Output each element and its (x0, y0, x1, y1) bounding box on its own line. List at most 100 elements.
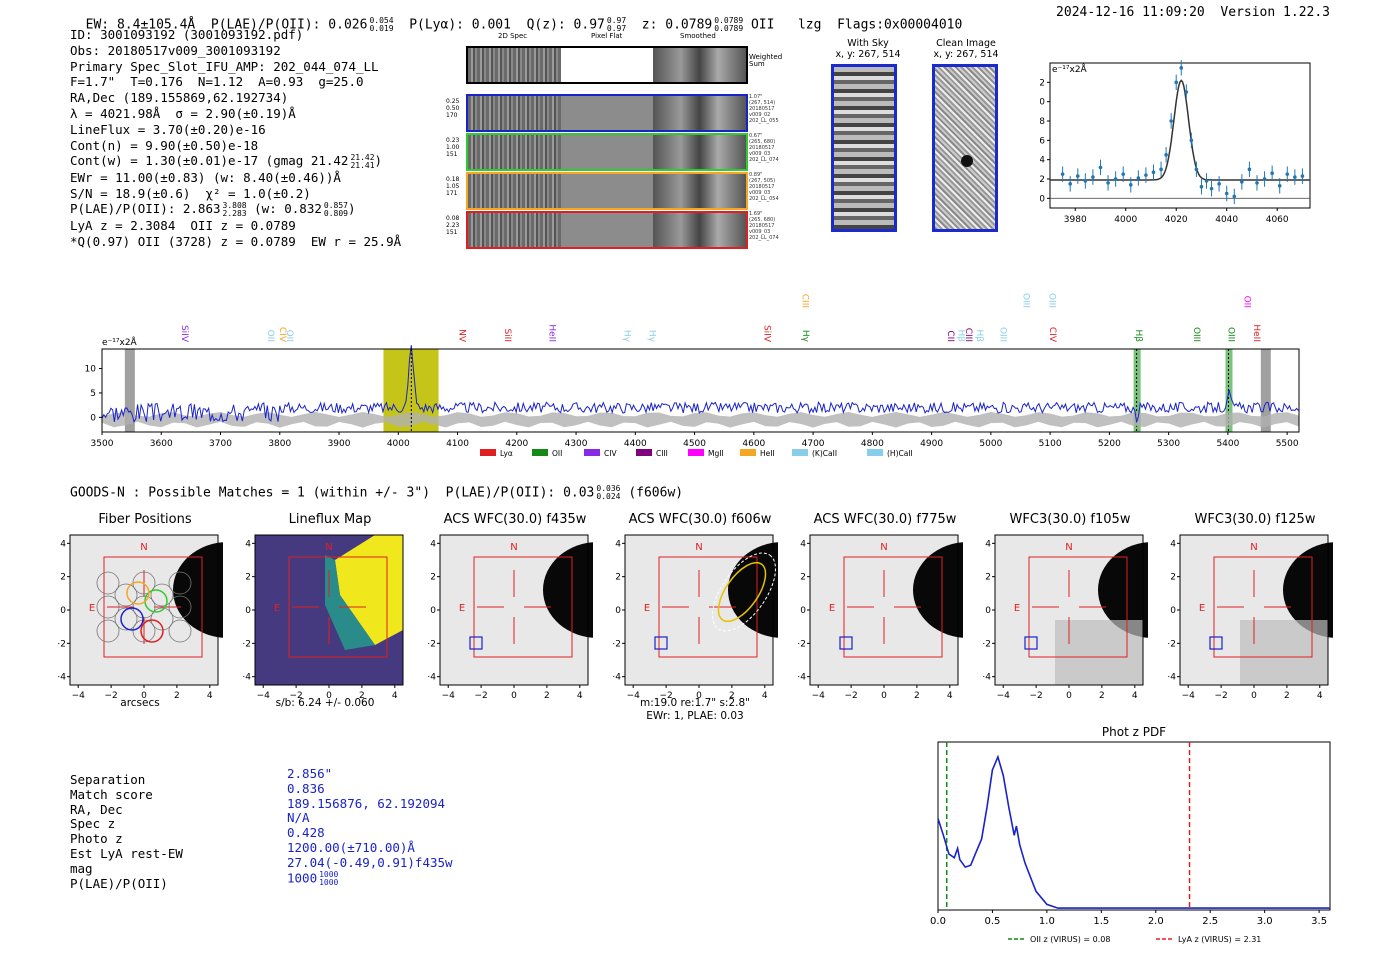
info-plae-w-sup: 0.857 (323, 200, 348, 210)
fit-data-point (1232, 194, 1237, 199)
image-ytick-label: 4 (800, 539, 806, 549)
spec-row-right-label: 1.07" (267, 514) 20180517 v009_02 202_LL… (749, 94, 779, 124)
with-sky-xy: x, y: 267, 514 (835, 49, 901, 60)
legend-label: MgII (708, 449, 724, 458)
info-params: F=1.7" T=0.176 N=1.12 A=0.93 g=25.0 (70, 74, 364, 90)
match-label: Spec z (70, 816, 116, 832)
fit-gaussian-line (1050, 79, 1310, 181)
image-ytick-label: 0 (430, 606, 436, 616)
pdf-xtick-label: 0.5 (984, 916, 1000, 927)
image-title: ACS WFC(30.0) f435w (443, 512, 587, 527)
fit-data-point (1159, 167, 1163, 172)
fit-data-point (1169, 119, 1173, 123)
fit-plot-frame (1049, 62, 1311, 209)
fit-data-point (1151, 170, 1156, 175)
image-title: Fiber Positions (98, 512, 192, 527)
image-ytick-label: 4 (430, 539, 436, 549)
east-label: E (1199, 603, 1205, 614)
match-value-text: 0.836 (287, 780, 325, 796)
image-xtick-label: 2 (359, 691, 365, 701)
image-panel: N E −4 −4 −2 −2 0 0 2 2 4 4 (983, 534, 1148, 701)
fit-data-point (1270, 171, 1274, 175)
fit-data-point (1262, 177, 1267, 181)
line-label: OIII (1191, 327, 1201, 342)
fiber-circle (150, 583, 174, 607)
match-value-text: 189.156876, 62.192094 (287, 795, 446, 811)
hatch-mark (124, 349, 135, 432)
spec-2d-panel: 2D Spec Pixel Flat Smoothed Weighted Sum… (446, 32, 782, 254)
image-xtick-label: 0 (1251, 691, 1257, 701)
galaxy-blob (728, 542, 778, 638)
header-qz-sup: 0.97 (606, 16, 627, 25)
image-xtick-label: 0 (141, 691, 147, 701)
match-value-text: 27.04(-0.49,0.91)f435w (287, 854, 453, 870)
goods-sup: 0.036 (596, 484, 621, 493)
galaxy-blob (1098, 542, 1148, 638)
fit-data-point (1128, 183, 1133, 187)
pdf-xtick-label: 3.0 (1257, 916, 1273, 927)
line-label: Hβ (1133, 329, 1143, 342)
spec-row-flat (560, 135, 654, 169)
image-ytick-label: −4 (58, 673, 66, 683)
image-ytick-label: −2 (983, 639, 991, 649)
galaxy-blob (173, 542, 223, 638)
fiber-circle (96, 595, 120, 619)
image-ytick-label: 0 (800, 606, 806, 616)
line-label: OII (1241, 296, 1251, 308)
east-label: E (274, 603, 280, 614)
spec-row-smooth (653, 96, 747, 130)
line-label: CIV (1047, 327, 1057, 343)
header-qz: Q(z): 0.97 (526, 17, 605, 33)
line-label: Hβ (955, 329, 965, 342)
image-xtick-label: 4 (577, 691, 583, 701)
line-label: OIII (1225, 327, 1235, 342)
match-plae-supsub: 1000 1000 (319, 870, 338, 887)
image-xtick-label: −2 (474, 691, 487, 701)
line-label: Hβ (974, 329, 984, 342)
image-xtick-label: −2 (844, 691, 857, 701)
image-xtick-label: 2 (1284, 691, 1290, 701)
fit-ytick-label: 12 (1040, 78, 1045, 88)
fit-ytick-label: 10 (1040, 98, 1045, 108)
match-label: Separation (70, 772, 146, 787)
info-obs: Obs: 20180517v009_3001093192 (70, 42, 281, 58)
info-contw-sup: 21.42 (350, 152, 375, 162)
image-xtick-label: 4 (762, 691, 768, 701)
spectrum-xtick-label: 4200 (505, 439, 528, 449)
legend-label: (K)CaII (812, 449, 837, 458)
header-plae-sub: 0.019 (369, 24, 394, 33)
header-ew: EW: 8.4±105.4Å (85, 17, 196, 33)
psf-box (1209, 636, 1223, 650)
info-plae-sub: 2.283 (222, 208, 247, 218)
image-xtick-label: 0 (511, 691, 517, 701)
info-plae-text: P(LAE)/P(OII): 2.863 (70, 201, 221, 217)
east-label: E (89, 603, 95, 614)
info-ewr: EWr = 11.00(±0.83) (w: 8.40(±0.46))Å (70, 169, 341, 185)
image-ytick-label: 0 (60, 606, 66, 616)
image-xtick-label: −4 (812, 691, 826, 701)
fit-data-point (1194, 167, 1199, 172)
north-label: N (510, 542, 517, 553)
fit-data-point (1083, 179, 1088, 183)
legend-swatch (740, 449, 756, 456)
image-xtick-label: −4 (442, 691, 456, 701)
fiber-blue (120, 607, 144, 631)
line-label: OII (284, 330, 294, 342)
info-sn: S/N = 18.9(±0.6) χ² = 1.0(±0.2) (70, 185, 311, 201)
line-label: CIV (277, 327, 287, 343)
image-xtick-label: 2 (174, 691, 180, 701)
image-ytick-label: −2 (613, 639, 621, 649)
match-value-text: 2.856" (287, 766, 333, 781)
legend-swatch (792, 449, 808, 456)
lineflux-bright (335, 535, 403, 645)
north-label: N (1065, 542, 1072, 553)
image-xtick-label: 0 (326, 691, 332, 701)
info-lambda: λ = 4021.98Å σ = 2.90(±0.19)Å (70, 105, 296, 121)
image-title: ACS WFC(30.0) f775w (813, 512, 957, 527)
image-ytick-label: −4 (428, 673, 436, 683)
image-xtick-label: −2 (104, 691, 117, 701)
fit-xtick-label: 4020 (1165, 215, 1188, 225)
image-ytick-label: 2 (245, 573, 251, 583)
image-xtick-label: −4 (257, 691, 271, 701)
line-label: HeII (546, 324, 556, 342)
